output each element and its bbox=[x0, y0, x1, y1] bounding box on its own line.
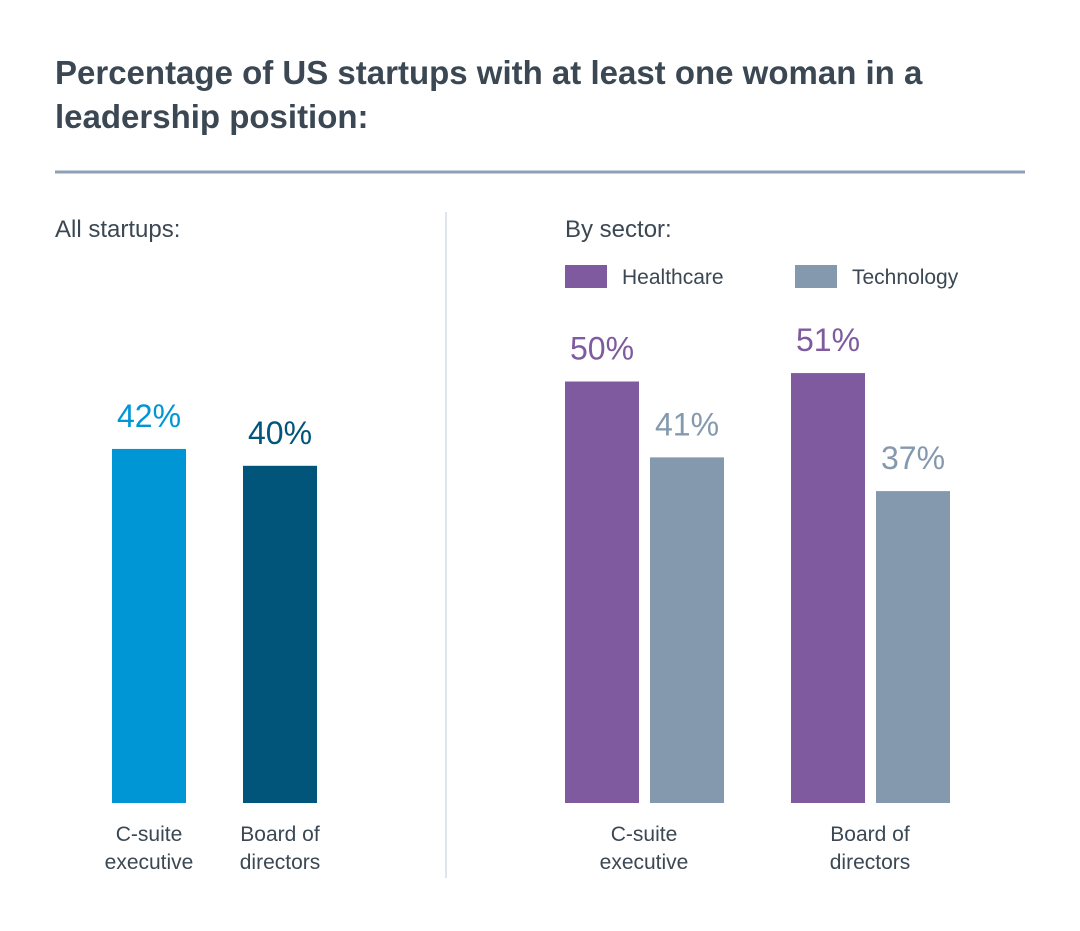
bar bbox=[243, 465, 317, 803]
bar bbox=[650, 457, 724, 803]
bar bbox=[112, 448, 186, 803]
data-label: 50% bbox=[570, 331, 634, 367]
bar bbox=[565, 381, 639, 803]
legend-swatch bbox=[565, 265, 607, 288]
category-label: directors bbox=[830, 851, 911, 874]
category-label: executive bbox=[600, 851, 689, 874]
category-label: Board of bbox=[830, 823, 910, 846]
data-label: 42% bbox=[117, 398, 181, 434]
bar bbox=[876, 491, 950, 803]
category-label: C-suite bbox=[116, 823, 183, 846]
data-label: 51% bbox=[796, 322, 860, 358]
category-label: directors bbox=[240, 851, 321, 874]
chart-title-line2: leadership position: bbox=[55, 98, 369, 135]
legend-label: Healthcare bbox=[622, 266, 724, 289]
category-label: C-suite bbox=[611, 823, 678, 846]
bar bbox=[791, 373, 865, 803]
chart-title: Percentage of US startups with at least … bbox=[55, 54, 923, 91]
panel-title-by-sector: By sector: bbox=[565, 216, 672, 243]
legend-label: Technology bbox=[852, 266, 959, 289]
category-label: executive bbox=[105, 851, 194, 874]
data-label: 37% bbox=[881, 440, 945, 476]
category-label: Board of bbox=[240, 823, 320, 846]
data-label: 41% bbox=[655, 406, 719, 442]
legend-swatch bbox=[795, 265, 837, 288]
panel-title-all-startups: All startups: bbox=[55, 216, 180, 243]
data-label: 40% bbox=[248, 415, 312, 451]
